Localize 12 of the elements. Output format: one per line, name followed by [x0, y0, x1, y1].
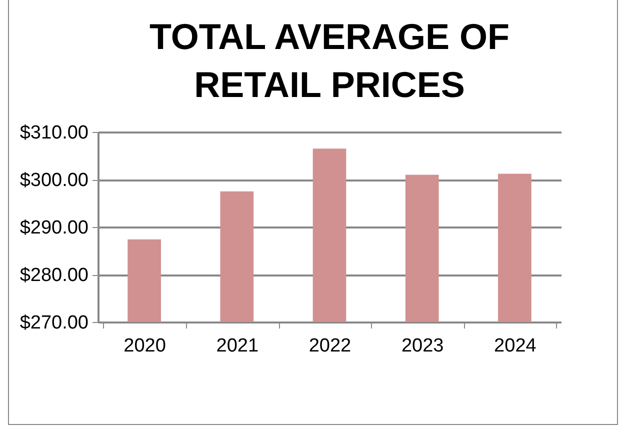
x-tick-label: 2022 [308, 336, 352, 356]
y-tick-label: $290.00 [20, 218, 88, 238]
text: RETAIL PRICES [194, 64, 465, 105]
y-tick-label: $280.00 [20, 265, 88, 286]
y-tick-label: $310.00 [20, 122, 88, 144]
x-tick-label: 2023 [401, 336, 444, 356]
x-tick-label: 2021 [216, 336, 259, 356]
y-tick-label: $270.00 [20, 312, 88, 334]
x-tick-label: 2024 [494, 336, 537, 356]
y-tick-label: $300.00 [20, 170, 88, 191]
text: TOTAL AVERAGE OF [149, 16, 510, 57]
x-tick-label: 2020 [124, 336, 166, 356]
